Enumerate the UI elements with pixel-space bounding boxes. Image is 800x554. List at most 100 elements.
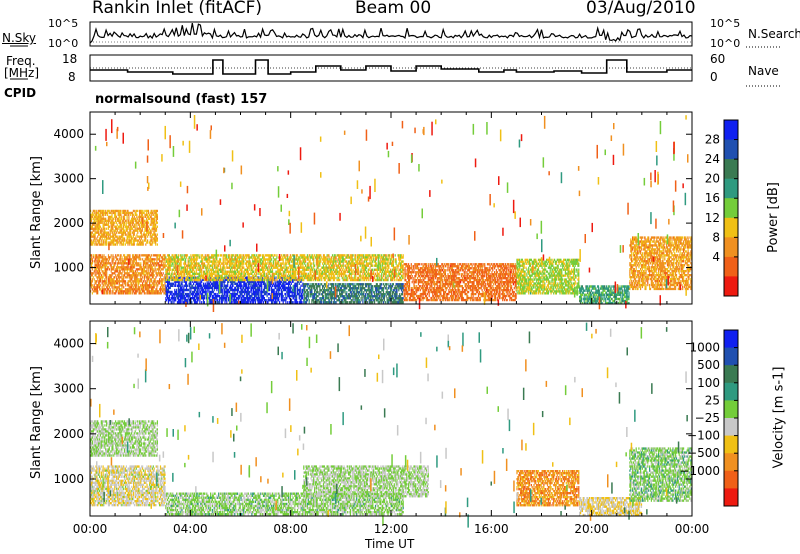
power-cell xyxy=(339,289,341,292)
power-cell xyxy=(316,256,318,259)
power-cell xyxy=(276,262,278,265)
power-cell xyxy=(173,266,175,269)
power-cell xyxy=(210,268,212,271)
power-cell xyxy=(292,268,294,271)
power-cell xyxy=(274,280,276,283)
power-cell xyxy=(315,256,317,259)
power-cell xyxy=(323,278,325,282)
power-cell xyxy=(373,295,375,298)
power-cell xyxy=(303,285,305,288)
power-cell xyxy=(344,289,346,292)
power-cell xyxy=(360,297,362,300)
power-cell xyxy=(98,266,100,269)
power-cell xyxy=(317,260,319,263)
power-cell xyxy=(189,264,191,267)
power-cell xyxy=(169,290,171,294)
power-cell xyxy=(197,299,199,302)
power-cell xyxy=(290,282,292,285)
power-cell xyxy=(178,272,180,276)
power-cell xyxy=(199,290,201,294)
power-cell xyxy=(217,264,219,267)
power-cell xyxy=(288,262,290,265)
power-cell xyxy=(222,294,224,298)
power-cell xyxy=(109,264,111,267)
power-cell xyxy=(313,264,315,267)
power-cell xyxy=(333,276,335,280)
power-cell xyxy=(167,290,170,294)
power-cell xyxy=(180,301,182,304)
power-cell xyxy=(153,284,155,287)
power-cell xyxy=(358,301,360,304)
power-cell xyxy=(229,258,231,261)
power-cell xyxy=(168,282,170,285)
power-cell xyxy=(331,272,334,276)
power-cell xyxy=(268,288,270,292)
power-cell xyxy=(401,297,403,300)
power-cell xyxy=(363,293,365,296)
power-cell xyxy=(288,262,291,265)
power-cell xyxy=(157,290,159,293)
power-cell xyxy=(258,258,260,261)
power-cell xyxy=(311,301,313,304)
power-cell xyxy=(168,268,170,271)
power-cell xyxy=(334,297,336,300)
power-cell xyxy=(133,292,136,295)
power-cell xyxy=(150,292,152,295)
power-cell xyxy=(258,290,260,294)
power-cell xyxy=(168,286,170,290)
power-cell xyxy=(230,256,232,259)
power-cell xyxy=(320,289,322,292)
power-cell xyxy=(210,278,212,282)
power-cell xyxy=(225,254,227,257)
power-cell xyxy=(263,258,265,261)
power-cell xyxy=(255,282,257,285)
power-cell xyxy=(101,276,103,279)
power-cell xyxy=(235,294,237,298)
power-cell xyxy=(90,270,92,273)
power-cell xyxy=(205,292,207,296)
power-cell xyxy=(280,284,282,287)
power-cell xyxy=(202,301,205,304)
power-cell xyxy=(138,290,140,293)
power-cell xyxy=(237,272,239,276)
power-cell xyxy=(96,260,98,263)
power-cell xyxy=(267,270,269,273)
power-cell xyxy=(292,297,294,300)
power-cell xyxy=(104,288,106,291)
power-cell xyxy=(390,291,392,294)
power-cell xyxy=(99,262,102,265)
power-cell xyxy=(144,258,146,261)
power-cell xyxy=(164,286,166,289)
power-cell xyxy=(128,256,130,259)
power-cell xyxy=(133,276,136,279)
power-cell xyxy=(281,266,283,269)
power-cell xyxy=(285,272,287,276)
power-cell xyxy=(339,291,341,294)
power-cell xyxy=(146,278,148,281)
power-cell xyxy=(340,287,342,290)
power-cell xyxy=(133,272,136,275)
power-cell xyxy=(280,288,282,292)
power-cell xyxy=(275,262,277,265)
power-cell xyxy=(317,268,319,271)
power-cell xyxy=(116,258,118,261)
power-cell xyxy=(249,272,251,276)
power-cell xyxy=(268,278,270,281)
power-cell xyxy=(360,289,362,292)
power-cell xyxy=(339,287,342,290)
power-cell xyxy=(301,301,303,304)
power-cell xyxy=(179,284,181,287)
power-cell xyxy=(125,256,127,259)
power-cell xyxy=(296,286,299,290)
power-cell xyxy=(271,264,274,267)
power-cell xyxy=(295,282,297,285)
power-cell xyxy=(301,256,303,259)
power-cell xyxy=(226,297,228,300)
power-cell xyxy=(98,264,100,267)
power-cell xyxy=(191,278,193,282)
power-cell xyxy=(247,254,249,257)
power-cell xyxy=(374,295,377,298)
power-cell xyxy=(194,264,196,267)
power-cell xyxy=(163,254,165,257)
power-cell xyxy=(150,284,153,287)
